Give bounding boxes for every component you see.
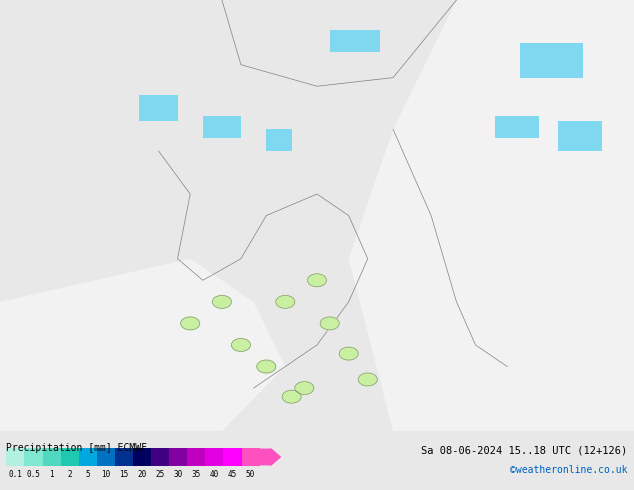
Polygon shape bbox=[203, 117, 241, 138]
Circle shape bbox=[295, 382, 314, 394]
Text: 30: 30 bbox=[174, 470, 183, 479]
Circle shape bbox=[307, 274, 327, 287]
Text: ©weatheronline.co.uk: ©weatheronline.co.uk bbox=[510, 466, 628, 475]
Text: 0.5: 0.5 bbox=[27, 470, 41, 479]
Circle shape bbox=[320, 317, 339, 330]
Circle shape bbox=[358, 373, 377, 386]
Text: 20: 20 bbox=[138, 470, 146, 479]
Text: Sa 08-06-2024 15..18 UTC (12+126): Sa 08-06-2024 15..18 UTC (12+126) bbox=[422, 446, 628, 456]
FancyArrow shape bbox=[260, 448, 281, 466]
Bar bbox=[187, 448, 205, 466]
Bar bbox=[205, 448, 223, 466]
Circle shape bbox=[276, 295, 295, 308]
Circle shape bbox=[212, 295, 231, 308]
Text: 25: 25 bbox=[155, 470, 165, 479]
Circle shape bbox=[181, 317, 200, 330]
Polygon shape bbox=[495, 117, 539, 138]
Bar bbox=[242, 448, 260, 466]
Polygon shape bbox=[520, 43, 583, 77]
Bar bbox=[6, 448, 25, 466]
Text: 15: 15 bbox=[119, 470, 129, 479]
Polygon shape bbox=[349, 0, 634, 431]
Text: 50: 50 bbox=[246, 470, 256, 479]
Bar bbox=[169, 448, 187, 466]
Text: 40: 40 bbox=[210, 470, 219, 479]
Bar bbox=[133, 448, 151, 466]
Polygon shape bbox=[0, 259, 285, 431]
Text: Precipitation [mm] ECMWF: Precipitation [mm] ECMWF bbox=[6, 443, 147, 453]
Bar bbox=[115, 448, 133, 466]
Text: 0.1: 0.1 bbox=[8, 470, 22, 479]
Text: 10: 10 bbox=[101, 470, 110, 479]
Text: 5: 5 bbox=[86, 470, 90, 479]
Polygon shape bbox=[558, 121, 602, 151]
Bar bbox=[223, 448, 242, 466]
Bar bbox=[151, 448, 169, 466]
Text: 1: 1 bbox=[49, 470, 54, 479]
Polygon shape bbox=[266, 129, 292, 151]
Bar bbox=[79, 448, 97, 466]
Bar bbox=[97, 448, 115, 466]
Circle shape bbox=[282, 390, 301, 403]
Bar bbox=[25, 448, 42, 466]
Circle shape bbox=[339, 347, 358, 360]
Text: 35: 35 bbox=[191, 470, 201, 479]
Bar bbox=[61, 448, 79, 466]
Text: 2: 2 bbox=[67, 470, 72, 479]
Polygon shape bbox=[139, 95, 178, 121]
Circle shape bbox=[257, 360, 276, 373]
Circle shape bbox=[231, 339, 250, 351]
Polygon shape bbox=[330, 30, 380, 52]
Text: 45: 45 bbox=[228, 470, 237, 479]
Bar bbox=[42, 448, 61, 466]
